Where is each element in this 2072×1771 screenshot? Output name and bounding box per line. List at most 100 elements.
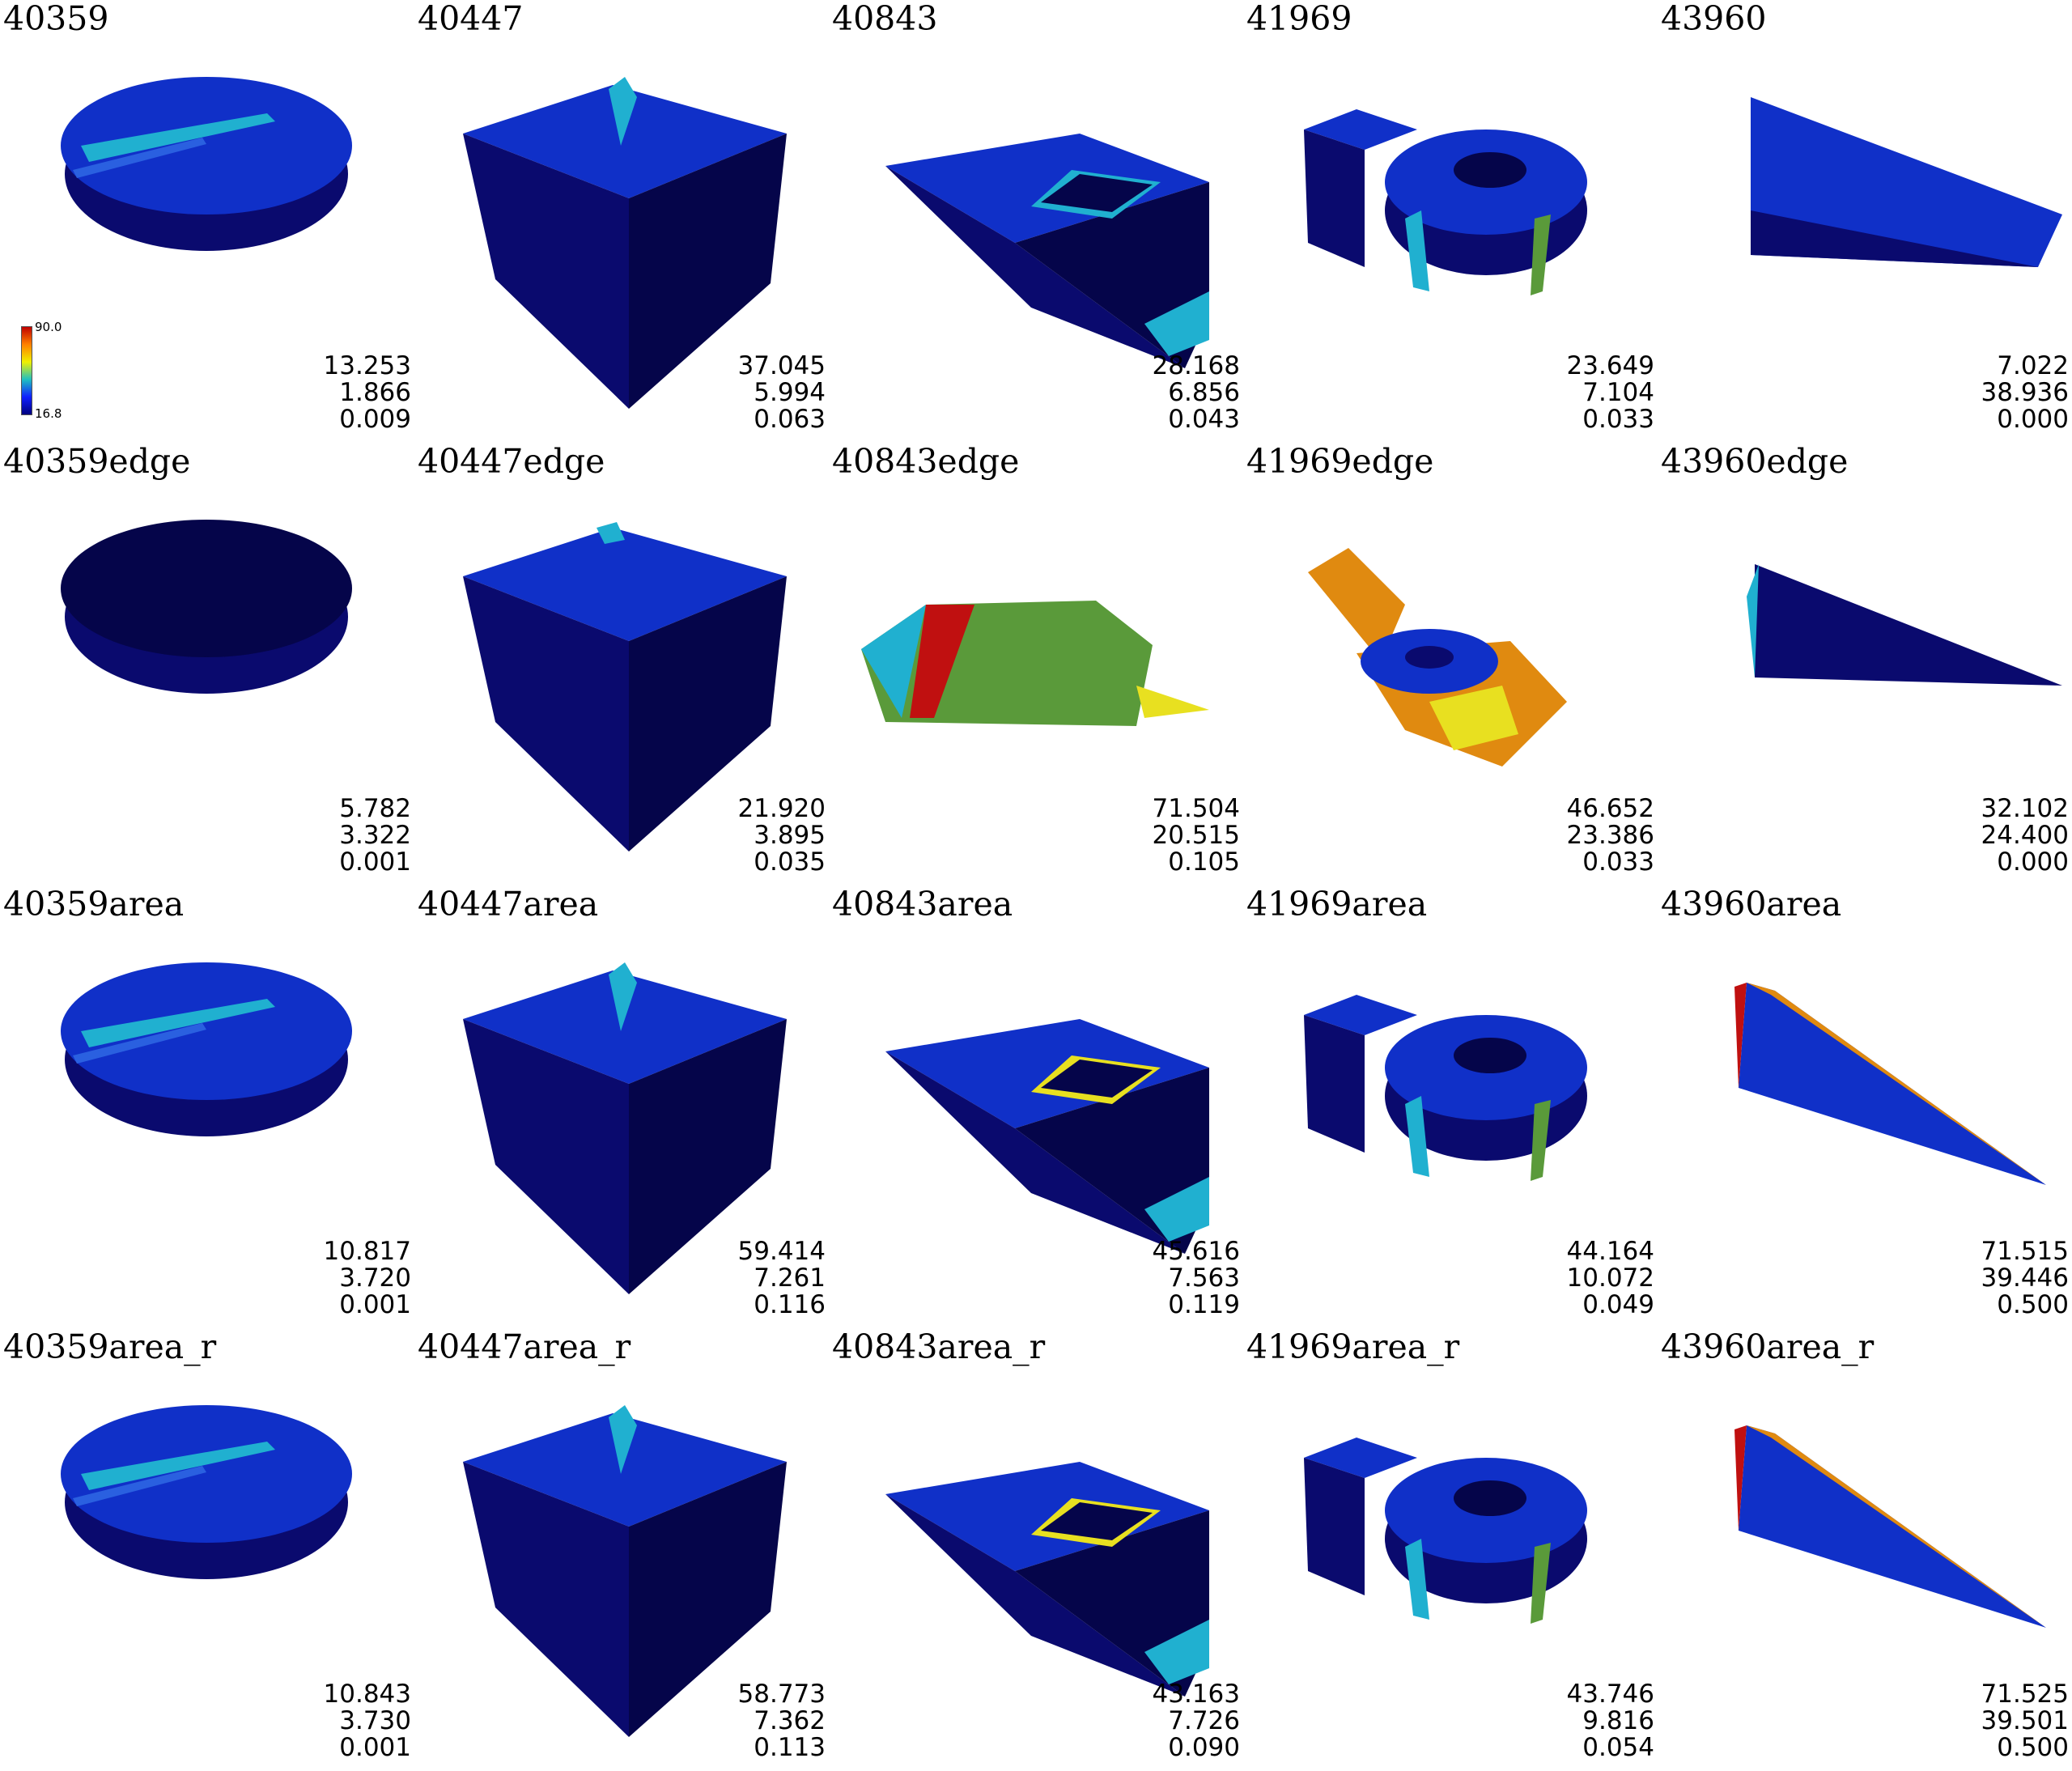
metric-value: 24.400 — [1981, 821, 2069, 850]
block-side — [1304, 1458, 1365, 1595]
metric-value: 0.043 — [1168, 405, 1240, 434]
cube-left — [463, 134, 629, 409]
mesh-cell: 43960area 71.515 39.446 0.500 — [1658, 885, 2072, 1328]
metric-values: 71.525 39.501 0.500 — [1981, 1681, 2069, 1761]
bowl-stripe — [81, 113, 275, 162]
block-face — [1429, 686, 1518, 750]
metric-value: 0.113 — [754, 1733, 826, 1762]
wedge-face — [1739, 1425, 2046, 1628]
metric-value: 0.033 — [1582, 847, 1654, 877]
metric-value: 38.936 — [1981, 378, 2069, 407]
mesh-cell: 40843 28.168 6.856 0.043 — [829, 0, 1243, 443]
mesh-render — [463, 1405, 787, 1737]
metric-value: 5.782 — [339, 794, 411, 823]
tray-face — [910, 605, 974, 718]
metric-value: 0.001 — [339, 1733, 411, 1762]
metric-value: 10.817 — [323, 1237, 411, 1266]
metric-value: 39.501 — [1981, 1706, 2069, 1735]
mesh-render — [463, 77, 787, 409]
cell-title: 40359edge — [3, 442, 191, 481]
metric-value: 7.261 — [754, 1263, 826, 1293]
metric-value: 23.386 — [1566, 821, 1654, 850]
metric-value: 0.105 — [1168, 847, 1240, 877]
cube-spike — [609, 77, 637, 146]
tray-face — [861, 605, 926, 718]
metric-value: 43.163 — [1152, 1680, 1240, 1709]
metric-value: 0.001 — [339, 1290, 411, 1319]
tray-tab — [1144, 1177, 1209, 1242]
metric-value: 6.856 — [1168, 378, 1240, 407]
metric-value: 37.045 — [737, 351, 826, 380]
mesh-render — [1304, 1438, 1587, 1624]
mesh-cell: 40447 37.045 5.994 0.063 — [414, 0, 829, 443]
metric-value: 0.116 — [754, 1290, 826, 1319]
cell-title: 40843edge — [832, 442, 1020, 481]
mesh-render — [1308, 548, 1567, 767]
cell-title: 40447area_r — [418, 1327, 631, 1366]
tray-window-inner — [1041, 174, 1153, 212]
ring-hole — [1454, 1038, 1526, 1073]
cube-right — [629, 1019, 787, 1294]
mesh-render — [1734, 1425, 2046, 1628]
cell-title: 43960edge — [1661, 442, 1849, 481]
mesh-cell: 40447area 59.414 7.261 0.116 — [414, 885, 829, 1328]
bowl-rim — [61, 1405, 352, 1543]
metric-value: 43.746 — [1566, 1680, 1654, 1709]
mesh-cell: 40359area_r 10.843 3.730 0.001 — [0, 1327, 414, 1771]
block-face — [1308, 548, 1405, 661]
bowl-rim — [61, 962, 352, 1100]
metric-value: 71.504 — [1152, 794, 1240, 823]
mesh-render — [885, 1019, 1209, 1254]
block-side — [1304, 1015, 1365, 1153]
mesh-render — [61, 1405, 352, 1579]
cell-title: 40843 — [832, 0, 938, 38]
cell-title: 41969 — [1246, 0, 1352, 38]
metric-value: 7.362 — [754, 1706, 826, 1735]
cube-top — [463, 85, 787, 198]
wedge-face — [1751, 210, 2038, 267]
mesh-render — [463, 522, 787, 852]
metric-value: 0.054 — [1582, 1733, 1654, 1762]
wedge-face — [1755, 564, 2062, 686]
mesh-cell: 41969 23.649 7.104 0.033 — [1243, 0, 1658, 443]
cube-top — [463, 970, 787, 1084]
metric-values: 21.920 3.895 0.035 — [738, 796, 826, 876]
tray-side — [885, 166, 1185, 368]
cell-title: 41969area — [1246, 885, 1428, 924]
metric-value: 58.773 — [737, 1680, 826, 1709]
tray-side — [885, 1494, 1185, 1697]
tray-window-inner — [1041, 1502, 1153, 1540]
cube-top — [463, 528, 787, 641]
cell-title: 43960area_r — [1661, 1327, 1875, 1366]
metric-value: 23.649 — [1566, 351, 1654, 380]
cell-title: 40843area_r — [832, 1327, 1046, 1366]
ring-facet — [1405, 1096, 1429, 1177]
metric-values: 23.649 7.104 0.033 — [1567, 353, 1654, 433]
mesh-render — [61, 520, 352, 694]
mesh-render — [1751, 97, 2062, 267]
metric-value: 21.920 — [737, 794, 826, 823]
ring-facet — [1531, 1543, 1551, 1624]
wedge-face — [1751, 97, 2062, 267]
bowl-stripe — [73, 1466, 206, 1506]
wedge-stripe — [1734, 983, 1747, 1088]
bowl-stripe — [81, 1442, 275, 1490]
mesh-cell: 40843edge 71.504 20.515 0.105 — [829, 442, 1243, 886]
mesh-cell: 40447edge 21.920 3.895 0.035 — [414, 442, 829, 886]
metric-value: 0.001 — [339, 847, 411, 877]
metric-value: 71.515 — [1981, 1237, 2069, 1266]
metric-value: 7.726 — [1168, 1706, 1240, 1735]
tray-window-inner — [1041, 1060, 1153, 1098]
cube-right — [629, 134, 787, 409]
ring-hole — [1454, 1480, 1526, 1516]
metric-value: 0.063 — [754, 405, 826, 434]
cube-left — [463, 576, 629, 852]
mesh-cell: 43960area_r 71.525 39.501 0.500 — [1658, 1327, 2072, 1771]
mesh-cell: 40359 13.253 1.866 0.009 90.0 16.8 — [0, 0, 414, 443]
metric-value: 9.816 — [1582, 1706, 1654, 1735]
metric-value: 44.164 — [1566, 1237, 1654, 1266]
mesh-cell: 40447area_r 58.773 7.362 0.113 — [414, 1327, 829, 1771]
mesh-render — [1747, 564, 2062, 686]
mesh-cell: 41969area_r 43.746 9.816 0.054 — [1243, 1327, 1658, 1771]
